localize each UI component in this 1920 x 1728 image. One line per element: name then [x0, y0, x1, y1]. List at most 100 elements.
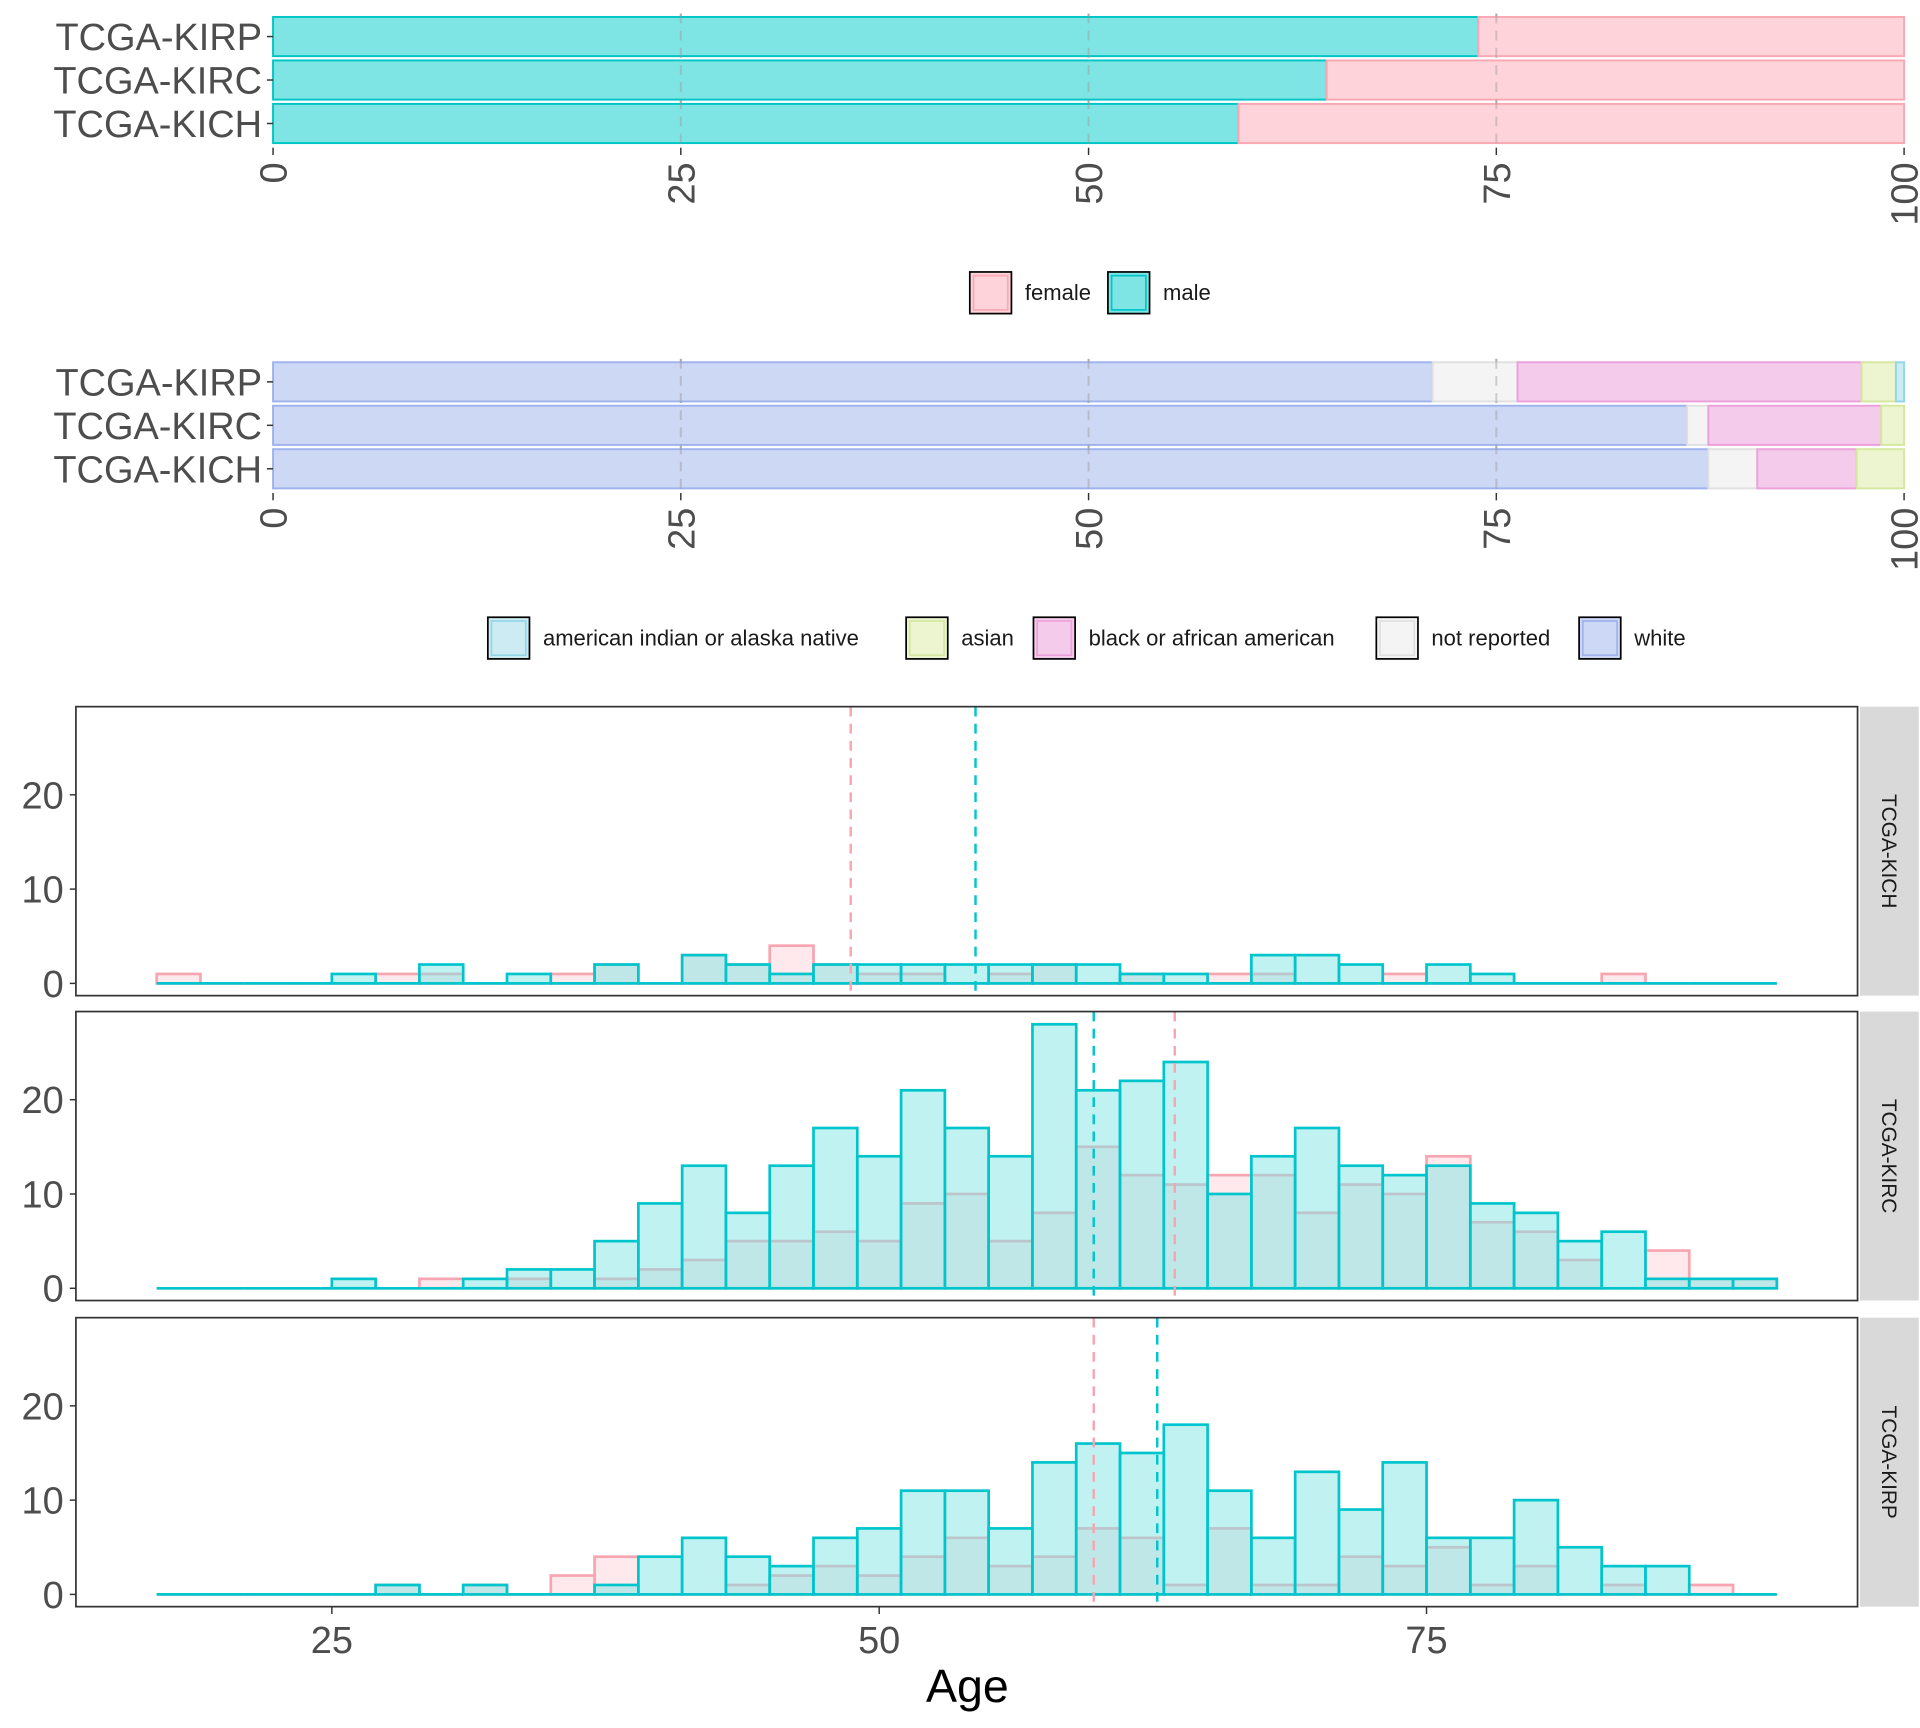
bar-male-tcga-kirp: [272, 15, 1480, 58]
x-tick-label: 0: [254, 162, 296, 183]
hist-bar-female: [374, 972, 421, 985]
bar-asian-tcga-kirc: [1880, 404, 1906, 446]
hist-bar-male: [593, 1239, 640, 1290]
bar-male-tcga-kirc: [272, 59, 1328, 101]
legend-key-male: [1107, 271, 1151, 315]
y-tick-label: 10: [21, 870, 63, 912]
hist-bar-female: [155, 972, 202, 985]
facet-strip: [1860, 1317, 1919, 1607]
hist-bar-male: [1118, 972, 1166, 985]
facet-border: [75, 1010, 1859, 1302]
hist-bar-female: [549, 972, 596, 985]
hist-bar-male: [1556, 1545, 1604, 1596]
y-tick-label: 20: [21, 1080, 63, 1122]
hist-bar-male: [593, 1583, 640, 1596]
bar-white-tcga-kirp: [272, 361, 1434, 403]
hist-bar-male: [1031, 1022, 1078, 1290]
hist-bar-male: [1293, 1126, 1341, 1290]
facet-border: [75, 1316, 1859, 1608]
y-tick-label: 20: [21, 775, 63, 817]
bar-asian-tcga-kirp: [1860, 361, 1897, 403]
y-tick-label: TCGA-KIRC: [53, 406, 262, 448]
hist-bar-male: [1250, 953, 1297, 985]
hist-bar-male: [855, 1527, 903, 1596]
bar-not-reported-tcga-kich: [1707, 448, 1759, 490]
x-tick-label: 100: [1885, 508, 1920, 571]
hist-bar-male: [1337, 1164, 1385, 1290]
hist-bar-male: [943, 963, 991, 985]
legend-label-not-reported: not reported: [1431, 625, 1550, 650]
hist-bar-male: [1425, 963, 1472, 985]
hist-bar-male: [1468, 1536, 1516, 1596]
x-tick-label: 25: [661, 162, 703, 204]
hist-bar-male: [899, 963, 947, 985]
facet-border: [75, 705, 1859, 997]
hist-bar-male: [505, 1268, 553, 1290]
facet-tcga-kich: TCGA-KICH 0 10 20: [21, 705, 1919, 1006]
hist-bar-male: [680, 1164, 728, 1290]
hist-bar-male: [330, 972, 377, 985]
hist-bar-male: [1425, 1164, 1472, 1290]
hist-bar-male: [1118, 1079, 1166, 1290]
gender-legend: female male: [968, 271, 1211, 315]
hist-bar-male: [1644, 1277, 1691, 1290]
facet-strip-label: TCGA-KICH: [1877, 794, 1900, 908]
hist-bar-male: [768, 972, 815, 985]
bar-asian-tcga-kich: [1855, 448, 1906, 490]
hist-bar-male: [1644, 1564, 1691, 1596]
bar-black-or-african-american-tcga-kich: [1756, 448, 1858, 490]
bar-not-reported-tcga-kirc: [1686, 404, 1710, 446]
y-tick-label: 0: [43, 1269, 64, 1311]
hist-bar-male: [505, 972, 553, 985]
hist-bar-male: [812, 1126, 859, 1290]
hist-bar-male: [549, 1268, 596, 1290]
bar-female-tcga-kirp: [1477, 15, 1906, 58]
hist-bar-male: [899, 1088, 947, 1290]
hist-bar-male: [987, 1154, 1034, 1290]
hist-bar-male: [855, 1154, 903, 1290]
legend-key-not-reported: [1375, 616, 1419, 660]
hist-bar-male: [943, 1126, 991, 1290]
y-tick-label: 10: [21, 1481, 63, 1523]
legend-key-white: [1578, 616, 1622, 660]
x-tick-label: 50: [1069, 508, 1111, 550]
hist-bar-male: [1250, 1536, 1297, 1596]
hist-bar-female: [1600, 972, 1647, 985]
hist-bar-male: [1381, 1173, 1428, 1290]
hist-bar-male: [899, 1489, 947, 1596]
age-histogram-facets: TCGA-KICH 0 10 20 TCGA-KIRC 0 10 20 TCGA-KIRP 0 10…: [21, 705, 1919, 1662]
hist-bar-male: [1293, 1470, 1341, 1596]
x-axis-title: Age: [926, 1660, 1009, 1712]
facet-strip-label: TCGA-KIRC: [1877, 1099, 1900, 1213]
y-tick-label: 0: [43, 1575, 64, 1617]
facet-strip: [1860, 706, 1919, 996]
bar-female-tcga-kich: [1237, 102, 1906, 145]
x-tick-label: 75: [1477, 162, 1519, 204]
hist-bar-male: [724, 1211, 772, 1290]
hist-bar-male: [1337, 1508, 1385, 1596]
facet-background: [75, 706, 1858, 996]
legend-key-female: [968, 271, 1013, 315]
y-tick-label: TCGA-KICH: [53, 449, 262, 491]
y-tick-label: TCGA-KIRC: [53, 60, 262, 102]
hist-bar-female: [1687, 1583, 1735, 1596]
legend-key-inner: [908, 620, 945, 657]
hist-bar-male: [1731, 1277, 1779, 1290]
bar-male-tcga-kich: [272, 102, 1240, 145]
y-tick-label: 0: [43, 964, 64, 1006]
facet-strip-label: TCGA-KIRP: [1877, 1406, 1900, 1519]
hist-bar-male: [680, 1536, 728, 1596]
legend-key-inner: [490, 620, 527, 657]
hist-bar-male: [768, 1564, 815, 1596]
hist-bar-male: [1468, 1202, 1516, 1290]
facet-tcga-kirc: TCGA-KIRC 0 10 20: [21, 1010, 1919, 1311]
y-tick-label: TCGA-KIRP: [55, 17, 262, 59]
hist-bar-male: [1337, 963, 1385, 985]
legend-key-inner: [972, 274, 1009, 311]
x-tick-label: 75: [1477, 508, 1519, 550]
hist-bar-male: [1206, 1192, 1253, 1290]
bar-white-tcga-kirc: [272, 404, 1689, 446]
bar-american-indian-or-alaska-native-tcga-kirp: [1894, 361, 1906, 403]
